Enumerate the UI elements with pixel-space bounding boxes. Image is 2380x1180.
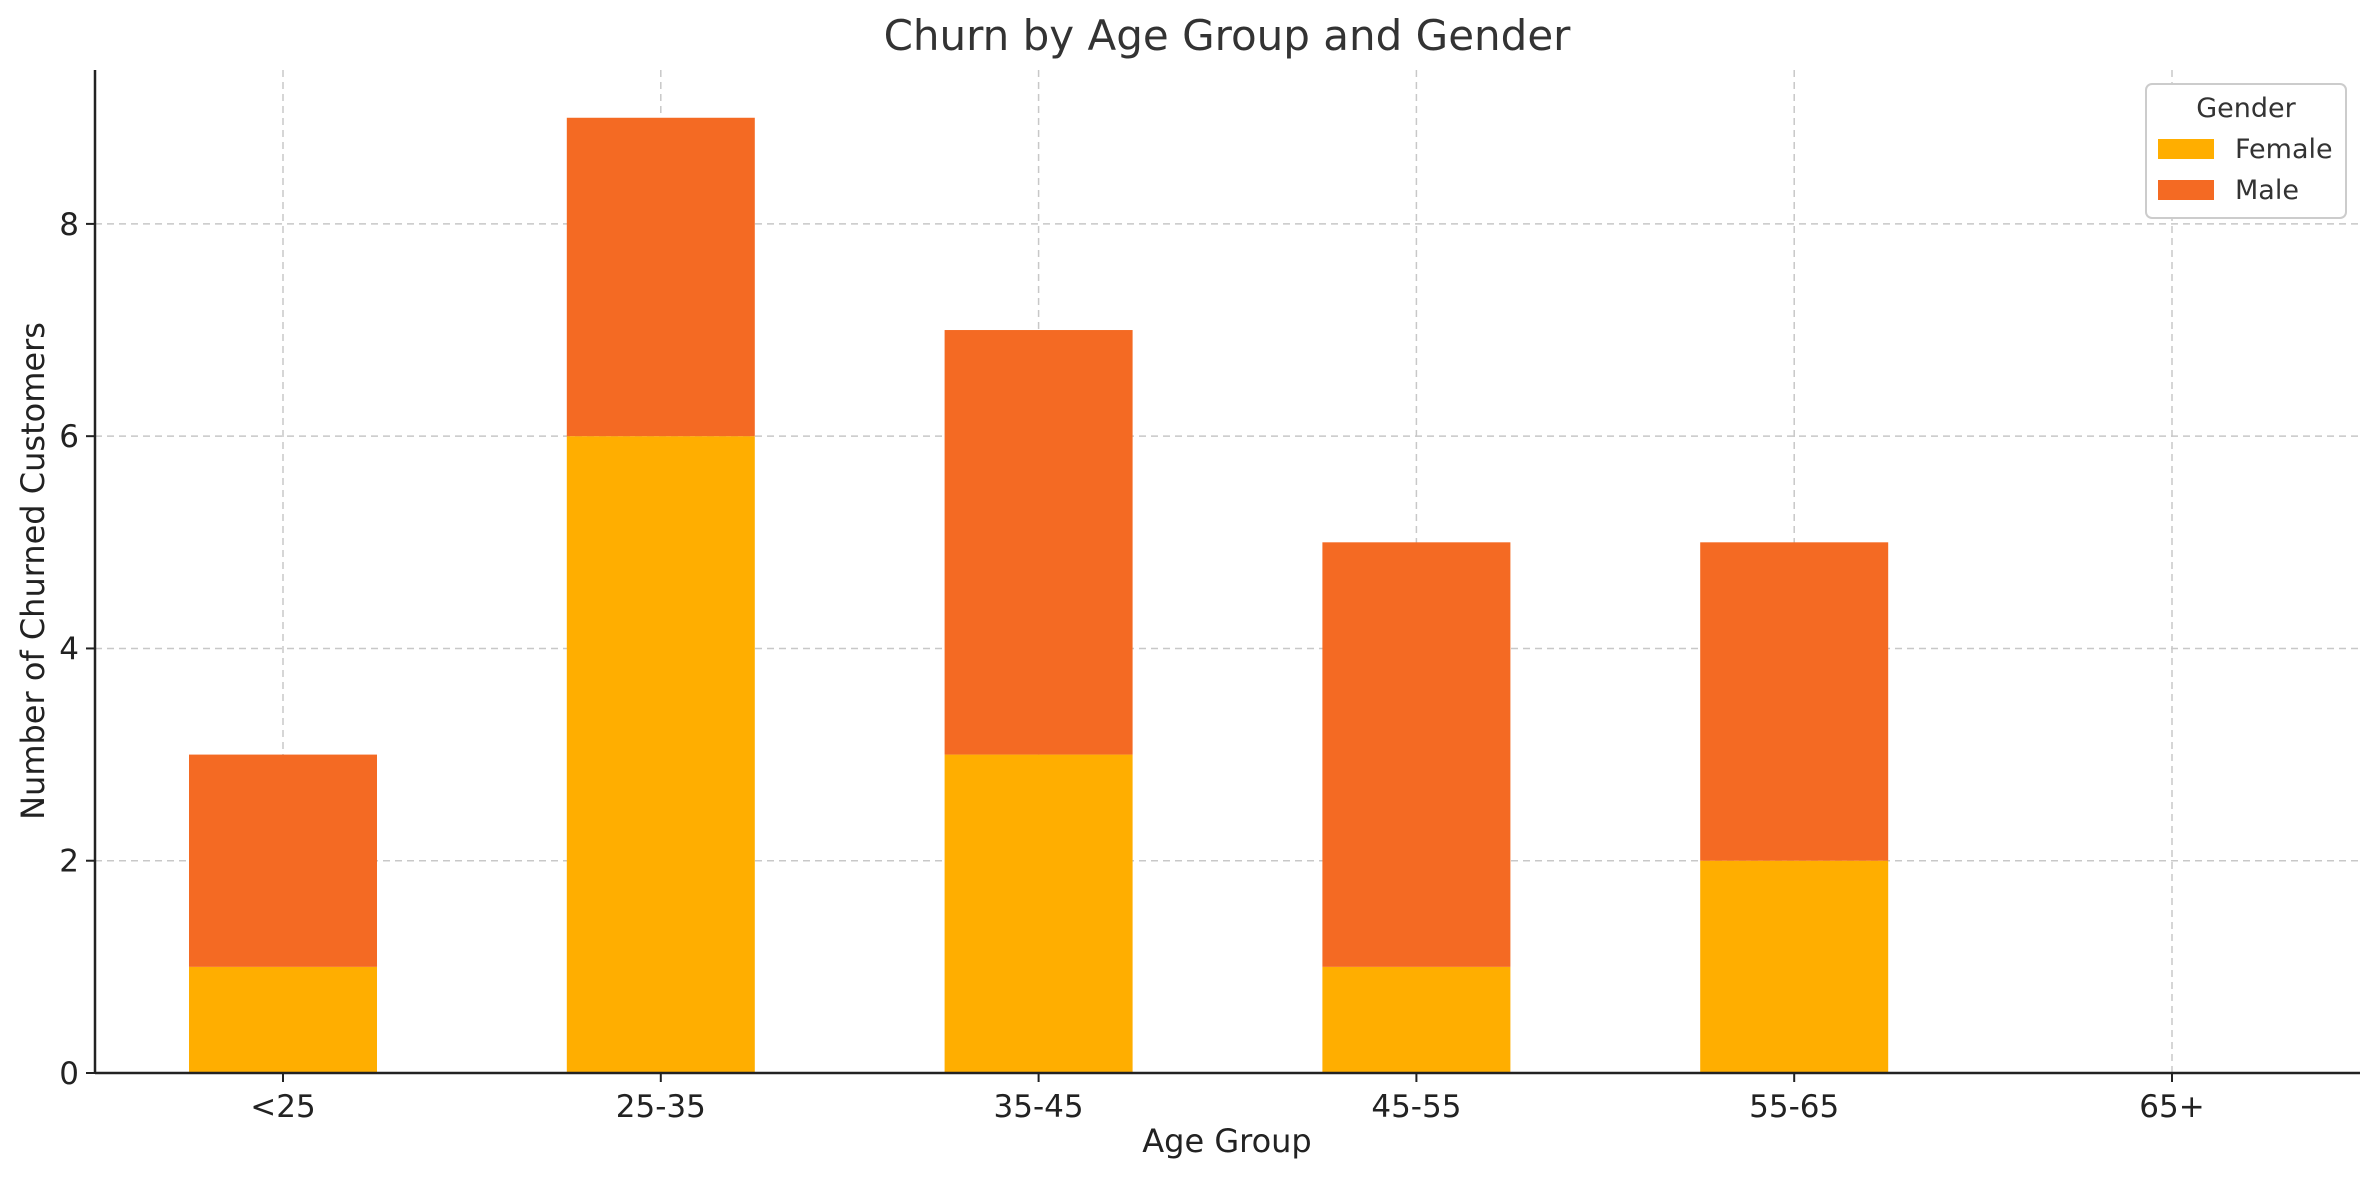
bar-female-4 xyxy=(1700,860,1889,1073)
bar-female-0 xyxy=(189,966,377,1073)
bar-male-1 xyxy=(566,117,755,437)
ticks: 0 2 4 6 8 <25 25-35 35-45 45-55 55-65 65+ xyxy=(59,207,2204,1125)
legend-swatch-female xyxy=(2158,139,2214,159)
axes xyxy=(93,70,2360,1075)
legend-label-male: Male xyxy=(2235,175,2299,206)
bars xyxy=(189,117,1889,1074)
legend-items: Female Male xyxy=(2158,134,2333,206)
y-tick-label: 2 xyxy=(59,844,79,880)
bar-female-2 xyxy=(944,754,1133,1073)
bar-female-3 xyxy=(1322,966,1511,1073)
x-tick-label: 35-45 xyxy=(994,1089,1084,1125)
chart-title: Churn by Age Group and Gender xyxy=(884,11,1572,60)
legend: Gender Female Male xyxy=(2145,83,2347,219)
legend-swatch-male xyxy=(2158,180,2214,200)
x-tick-label: 65+ xyxy=(2139,1089,2204,1125)
x-tick-label: 55-65 xyxy=(1749,1089,1839,1125)
x-tick-label: 45-55 xyxy=(1371,1089,1461,1125)
y-tick-label: 6 xyxy=(59,419,79,455)
bar-male-0 xyxy=(189,754,377,967)
legend-title: Gender xyxy=(2196,93,2296,124)
x-axis-label: Age Group xyxy=(1142,1122,1311,1160)
bar-female-1 xyxy=(566,436,755,1074)
y-axis-label: Number of Churned Customers xyxy=(14,322,52,820)
y-tick-label: 4 xyxy=(59,631,79,667)
y-tick-label: 8 xyxy=(59,207,79,243)
bar-male-4 xyxy=(1700,542,1889,861)
bar-male-3 xyxy=(1322,542,1511,967)
y-tick-label: 0 xyxy=(59,1056,79,1092)
x-tick-label: <25 xyxy=(250,1089,315,1125)
x-tick-label: 25-35 xyxy=(616,1089,706,1125)
bar-male-2 xyxy=(944,330,1133,755)
legend-label-female: Female xyxy=(2235,134,2333,165)
